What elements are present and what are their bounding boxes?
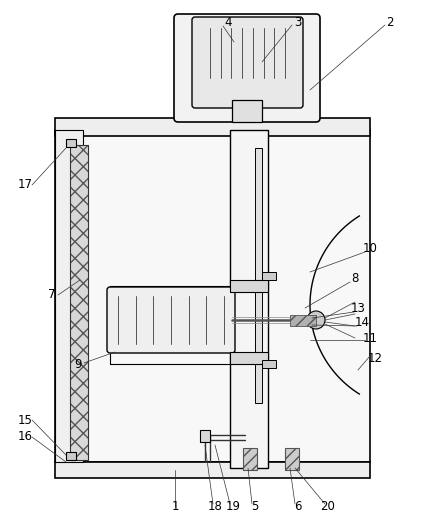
Text: 13: 13 (351, 301, 365, 314)
Text: 18: 18 (208, 500, 222, 513)
Bar (55, 118, 370, 136)
Bar (200, 430, 210, 442)
Bar (55, 130, 83, 462)
Bar (70, 145, 88, 460)
Text: 19: 19 (225, 500, 241, 513)
Bar (55, 130, 370, 462)
Text: 15: 15 (18, 413, 33, 426)
Text: 6: 6 (294, 500, 302, 513)
Bar (232, 100, 262, 122)
FancyBboxPatch shape (192, 17, 303, 108)
Bar (230, 352, 268, 364)
Bar (262, 360, 276, 368)
Text: 17: 17 (17, 179, 33, 192)
Text: 14: 14 (354, 316, 370, 329)
Text: 1: 1 (171, 500, 179, 513)
FancyBboxPatch shape (107, 287, 235, 353)
Bar (262, 272, 276, 280)
Bar (290, 315, 316, 326)
Bar (243, 448, 257, 470)
Bar (230, 130, 268, 468)
Text: 11: 11 (363, 332, 377, 344)
Text: 9: 9 (74, 358, 82, 371)
Text: 3: 3 (294, 16, 302, 28)
Text: 4: 4 (224, 16, 232, 28)
Bar (66, 452, 76, 460)
Text: 2: 2 (386, 16, 394, 28)
Bar (285, 448, 299, 470)
Text: 7: 7 (48, 289, 56, 301)
Text: 16: 16 (17, 430, 33, 443)
Bar (70, 145, 88, 460)
FancyBboxPatch shape (174, 14, 320, 122)
Bar (230, 280, 268, 292)
Bar (255, 148, 262, 403)
Text: 20: 20 (321, 500, 335, 513)
Text: 12: 12 (368, 352, 382, 365)
Bar (55, 462, 370, 478)
Circle shape (307, 311, 325, 329)
Text: 8: 8 (352, 271, 359, 284)
Text: 5: 5 (251, 500, 259, 513)
Bar (66, 139, 76, 147)
Text: 10: 10 (363, 241, 377, 254)
